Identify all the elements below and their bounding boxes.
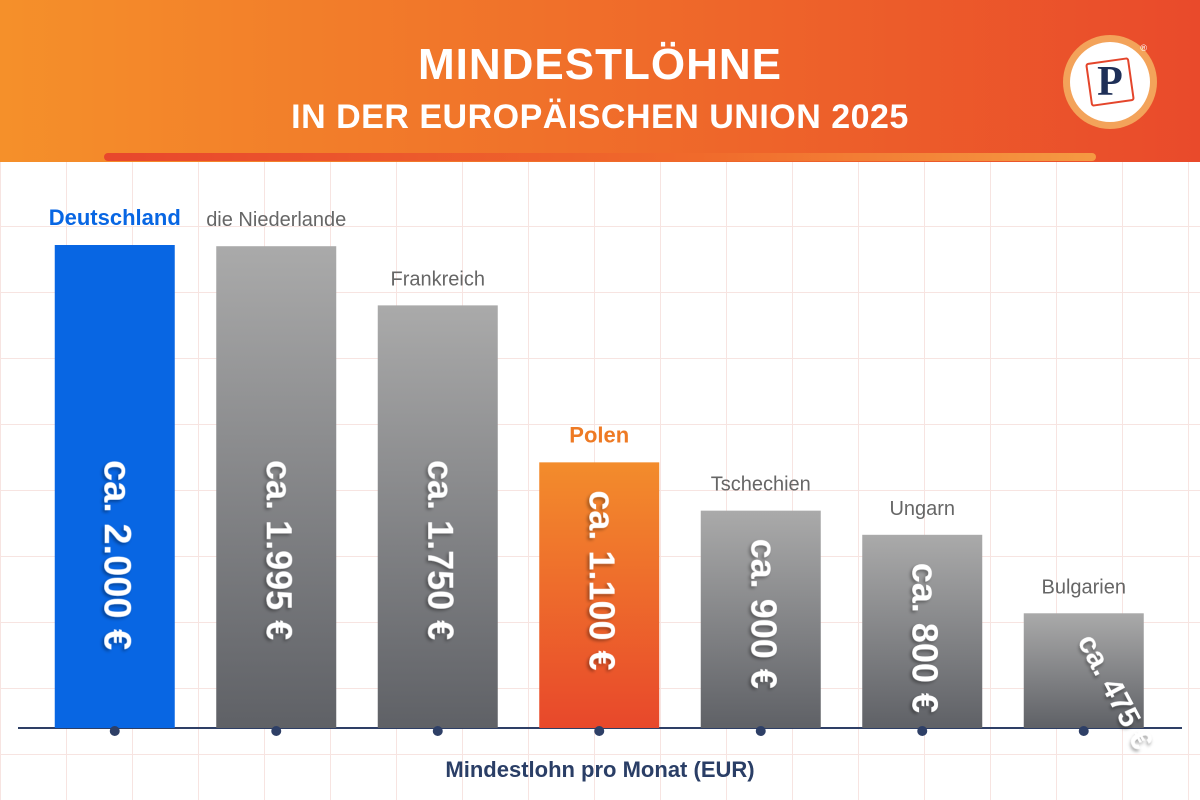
category-label: Tschechien xyxy=(711,474,811,496)
page-subtitle: IN DER EUROPÄISCHEN UNION 2025 xyxy=(291,98,909,136)
category-label: Polen xyxy=(569,422,629,447)
value-label: ca. 900 € xyxy=(743,539,784,689)
value-label: ca. 1.995 € xyxy=(259,460,300,640)
header-banner: MINDESTLÖHNE IN DER EUROPÄISCHEN UNION 2… xyxy=(0,0,1200,162)
axis-tick-dot xyxy=(109,726,120,736)
axis-tick-dot xyxy=(271,726,282,736)
axis-tick-dot xyxy=(755,726,766,736)
logo-letter: P xyxy=(1097,59,1123,105)
x-axis-label: Mindestlohn pro Monat (EUR) xyxy=(445,757,755,782)
axis-tick-dot xyxy=(432,726,443,736)
page-title: MINDESTLÖHNE xyxy=(418,40,782,89)
bar xyxy=(54,245,175,728)
bar xyxy=(377,305,498,728)
bar xyxy=(539,462,660,728)
category-label: Frankreich xyxy=(391,268,485,290)
axis-tick-dot xyxy=(1078,726,1089,736)
bar xyxy=(700,510,821,728)
category-label: die Niederlande xyxy=(206,209,346,231)
value-label: ca. 1.750 € xyxy=(420,460,461,640)
logo-badge: P xyxy=(1070,42,1150,122)
category-label: Ungarn xyxy=(889,498,955,520)
value-label: ca. 800 € xyxy=(905,563,946,713)
brand-logo: P ® xyxy=(1063,35,1157,129)
axis-tick-dot xyxy=(917,726,928,736)
bar xyxy=(862,534,983,728)
bar xyxy=(1023,613,1144,728)
header-underline xyxy=(104,153,1096,161)
bar xyxy=(216,246,337,728)
registered-mark: ® xyxy=(1140,43,1147,53)
value-label: ca. 1.100 € xyxy=(582,490,623,670)
category-label: Bulgarien xyxy=(1041,576,1126,598)
axis-tick-dot xyxy=(594,726,605,736)
value-label: ca. 2.000 € xyxy=(96,460,138,650)
category-label: Deutschland xyxy=(49,205,181,230)
